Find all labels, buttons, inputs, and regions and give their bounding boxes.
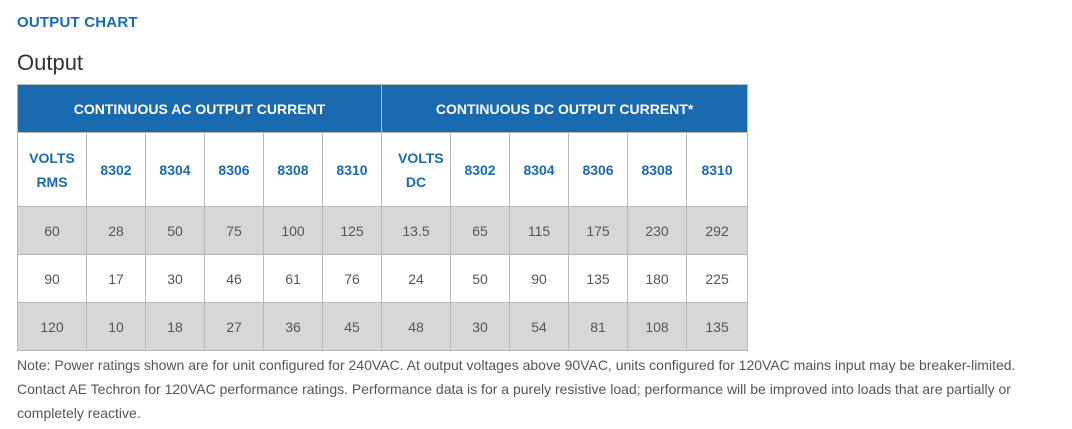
table-cell: 65 bbox=[450, 206, 511, 255]
table-cell: 60 bbox=[17, 206, 87, 255]
table-cell: 18 bbox=[145, 302, 205, 351]
column-header-ac-8308: 8308 bbox=[263, 132, 323, 207]
column-header-dc-8304: 8304 bbox=[509, 132, 570, 207]
column-header-ac-8304: 8304 bbox=[145, 132, 205, 207]
column-header-row: VOLTS RMS 8302 8304 8306 8308 8310 VOLTS… bbox=[17, 132, 749, 207]
table-cell: 50 bbox=[450, 254, 511, 303]
table-cell: 115 bbox=[509, 206, 570, 255]
table-cell: 76 bbox=[321, 254, 383, 303]
column-header-dc-8302: 8302 bbox=[450, 132, 511, 207]
table-cell: 10 bbox=[86, 302, 146, 351]
table-cell: 230 bbox=[627, 206, 688, 255]
table-cell: 17 bbox=[86, 254, 146, 303]
table-row: 90 17 30 46 61 76 24 50 90 135 180 225 bbox=[17, 254, 749, 303]
page-title: Output bbox=[17, 50, 84, 75]
table-cell: 100 bbox=[263, 206, 323, 255]
table-cell: 50 bbox=[145, 206, 205, 255]
table-cell: 81 bbox=[568, 302, 629, 351]
column-header-ac-8302: 8302 bbox=[86, 132, 146, 207]
dc-output-header: CONTINUOUS DC OUTPUT CURRENT* bbox=[381, 84, 749, 133]
section-heading: OUTPUT CHART bbox=[17, 14, 138, 31]
table-cell: 46 bbox=[204, 254, 264, 303]
table-cell: 120 bbox=[17, 302, 87, 351]
column-header-ac-8310: 8310 bbox=[321, 132, 383, 207]
column-header-dc-8310: 8310 bbox=[686, 132, 749, 207]
table-cell: 75 bbox=[204, 206, 264, 255]
table-cell: 90 bbox=[509, 254, 570, 303]
table-cell: 54 bbox=[509, 302, 570, 351]
table-cell: 108 bbox=[627, 302, 688, 351]
table-cell: 292 bbox=[686, 206, 749, 255]
column-header-dc-8306: 8306 bbox=[568, 132, 629, 207]
table-cell: 90 bbox=[17, 254, 87, 303]
table-cell: 61 bbox=[263, 254, 323, 303]
table-cell: 175 bbox=[568, 206, 629, 255]
table-cell: 45 bbox=[321, 302, 383, 351]
group-header-row: CONTINUOUS AC OUTPUT CURRENT CONTINUOUS … bbox=[16, 84, 749, 133]
table-cell: 28 bbox=[86, 206, 146, 255]
table-cell: 30 bbox=[450, 302, 511, 351]
table-cell: 30 bbox=[145, 254, 205, 303]
table-cell: 24 bbox=[381, 254, 452, 303]
column-header-volts-dc: VOLTS DC bbox=[381, 132, 452, 207]
table-cell: 13.5 bbox=[381, 206, 452, 255]
column-header-ac-8306: 8306 bbox=[204, 132, 264, 207]
table-cell: 125 bbox=[321, 206, 383, 255]
table-cell: 225 bbox=[686, 254, 749, 303]
output-table: CONTINUOUS AC OUTPUT CURRENT CONTINUOUS … bbox=[16, 84, 749, 351]
column-header-dc-8308: 8308 bbox=[627, 132, 688, 207]
table-row: 120 10 18 27 36 45 48 30 54 81 108 135 bbox=[17, 302, 749, 351]
table-cell: 135 bbox=[568, 254, 629, 303]
footnote: Note: Power ratings shown are for unit c… bbox=[17, 357, 1016, 421]
table-cell: 48 bbox=[381, 302, 452, 351]
table-cell: 27 bbox=[204, 302, 264, 351]
table-cell: 180 bbox=[627, 254, 688, 303]
ac-output-header: CONTINUOUS AC OUTPUT CURRENT bbox=[16, 84, 383, 133]
table-row: 60 28 50 75 100 125 13.5 65 115 175 230 … bbox=[17, 206, 749, 255]
table-cell: 135 bbox=[686, 302, 749, 351]
column-header-volts-rms: VOLTS RMS bbox=[17, 132, 87, 207]
table-cell: 36 bbox=[263, 302, 323, 351]
